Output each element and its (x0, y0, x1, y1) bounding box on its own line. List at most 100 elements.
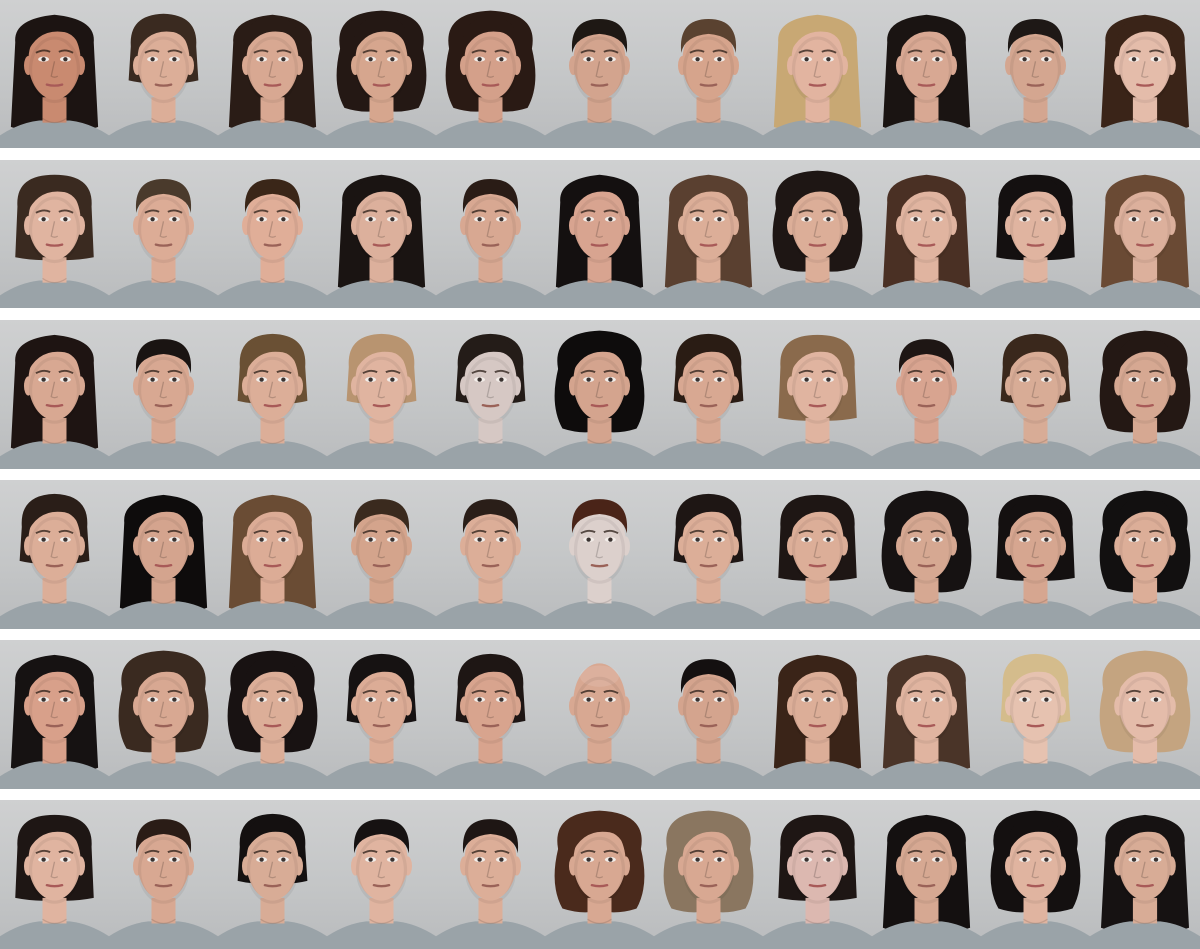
face-portrait-drawing (872, 654, 981, 789)
face-portrait-drawing (545, 330, 654, 469)
portrait-row (0, 160, 1200, 308)
face-portrait (109, 480, 218, 629)
face-portrait (109, 160, 218, 308)
face-portrait (872, 160, 981, 308)
face-portrait (1090, 640, 1200, 789)
face-portrait-drawing (981, 333, 1090, 469)
face-portrait-drawing (872, 490, 981, 629)
face-portrait (109, 640, 218, 789)
face-portrait (654, 0, 763, 148)
face-portrait (1090, 160, 1200, 308)
face-portrait-drawing (763, 170, 872, 308)
face-portrait-drawing (109, 179, 218, 308)
face-portrait (109, 320, 218, 469)
face-portrait (327, 640, 436, 789)
face-portrait-drawing (436, 10, 545, 148)
face-portrait (0, 800, 109, 949)
face-portrait (763, 0, 872, 148)
face-portrait (327, 160, 436, 308)
face-portrait (436, 800, 545, 949)
face-portrait-drawing (545, 499, 654, 629)
portrait-row (0, 320, 1200, 469)
face-portrait-drawing (218, 14, 327, 148)
face-portrait-drawing (436, 499, 545, 629)
face-portrait (763, 480, 872, 629)
portrait-row (0, 800, 1200, 949)
face-portrait-drawing (654, 493, 763, 629)
face-portrait (436, 320, 545, 469)
face-portrait-drawing (218, 650, 327, 789)
face-portrait-drawing (545, 19, 654, 148)
face-portrait-drawing (872, 814, 981, 949)
face-portrait (0, 640, 109, 789)
face-portrait (327, 0, 436, 148)
portrait-row (0, 640, 1200, 789)
face-portrait (545, 160, 654, 308)
face-portrait-drawing (1090, 174, 1200, 308)
face-portrait-drawing (1090, 490, 1200, 629)
face-portrait (981, 0, 1090, 148)
face-portrait (327, 480, 436, 629)
face-portrait-drawing (0, 654, 109, 789)
face-portrait-drawing (327, 174, 436, 308)
face-portrait (545, 320, 654, 469)
face-portrait-drawing (0, 334, 109, 469)
face-portrait-drawing (109, 819, 218, 949)
face-portrait-drawing (1090, 814, 1200, 949)
face-portrait (545, 0, 654, 148)
face-portrait (436, 640, 545, 789)
face-portrait (654, 320, 763, 469)
face-portrait-drawing (327, 333, 436, 469)
face-portrait (763, 800, 872, 949)
face-portrait-drawing (981, 653, 1090, 789)
face-portrait-drawing (872, 174, 981, 308)
face-portrait-drawing (654, 174, 763, 308)
face-portrait (436, 480, 545, 629)
face-portrait-drawing (981, 810, 1090, 949)
face-portrait (981, 640, 1090, 789)
face-portrait-drawing (654, 659, 763, 789)
face-portrait-drawing (327, 653, 436, 789)
face-portrait (872, 800, 981, 949)
face-portrait-drawing (436, 179, 545, 308)
face-portrait (218, 320, 327, 469)
face-portrait (109, 800, 218, 949)
face-portrait (1090, 0, 1200, 148)
face-portrait (654, 160, 763, 308)
face-portrait (218, 800, 327, 949)
face-portrait-drawing (654, 333, 763, 469)
face-portrait (872, 320, 981, 469)
face-portrait-drawing (872, 339, 981, 469)
face-portrait-drawing (327, 499, 436, 629)
face-portrait-drawing (981, 19, 1090, 148)
face-portrait (763, 320, 872, 469)
face-portrait-drawing (327, 10, 436, 148)
face-portrait-drawing (0, 14, 109, 148)
face-portrait (654, 800, 763, 949)
face-portrait-drawing (763, 814, 872, 949)
face-portrait-drawing (0, 174, 109, 308)
face-portrait-drawing (0, 493, 109, 629)
face-portrait-drawing (218, 813, 327, 949)
face-portrait-drawing (654, 810, 763, 949)
face-portrait (218, 0, 327, 148)
face-portrait-drawing (109, 13, 218, 148)
face-portrait-drawing (218, 333, 327, 469)
face-portrait (1090, 800, 1200, 949)
face-portrait (545, 800, 654, 949)
face-portrait-drawing (763, 494, 872, 629)
portrait-row (0, 0, 1200, 148)
face-portrait (981, 800, 1090, 949)
face-portrait-drawing (1090, 14, 1200, 148)
face-portrait-drawing (763, 654, 872, 789)
face-portrait-drawing (763, 334, 872, 469)
face-portrait (436, 0, 545, 148)
face-portrait-drawing (436, 653, 545, 789)
face-portrait (109, 0, 218, 148)
face-portrait-drawing (1090, 330, 1200, 469)
face-portrait (981, 320, 1090, 469)
face-portrait-drawing (763, 14, 872, 148)
face-portrait-drawing (327, 819, 436, 949)
face-portrait (0, 320, 109, 469)
